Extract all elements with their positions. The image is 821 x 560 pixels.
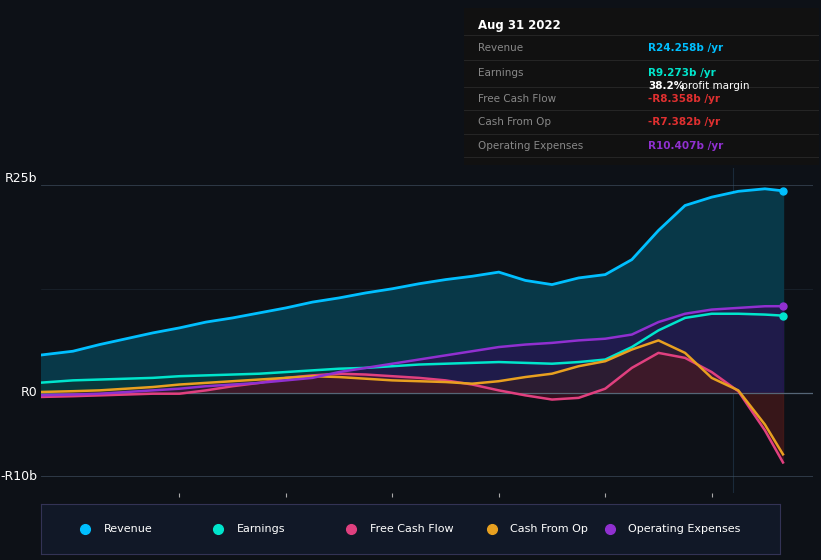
Text: Earnings: Earnings (237, 524, 286, 534)
Text: Cash From Op: Cash From Op (478, 117, 551, 127)
Text: profit margin: profit margin (678, 81, 750, 91)
Text: Aug 31 2022: Aug 31 2022 (478, 20, 561, 32)
Text: Revenue: Revenue (478, 43, 523, 53)
Text: R25b: R25b (5, 172, 37, 185)
Text: Operating Expenses: Operating Expenses (629, 524, 741, 534)
Text: 38.2%: 38.2% (649, 81, 685, 91)
Text: Revenue: Revenue (103, 524, 153, 534)
Text: -R10b: -R10b (0, 470, 37, 483)
Text: Free Cash Flow: Free Cash Flow (478, 94, 556, 104)
Text: Free Cash Flow: Free Cash Flow (370, 524, 453, 534)
Text: Earnings: Earnings (478, 68, 524, 78)
Text: R0: R0 (21, 386, 37, 399)
Text: R9.273b /yr: R9.273b /yr (649, 68, 716, 78)
Text: -R7.382b /yr: -R7.382b /yr (649, 117, 720, 127)
Text: Cash From Op: Cash From Op (511, 524, 588, 534)
Text: R10.407b /yr: R10.407b /yr (649, 141, 723, 151)
Text: Operating Expenses: Operating Expenses (478, 141, 583, 151)
Text: R24.258b /yr: R24.258b /yr (649, 43, 723, 53)
Text: -R8.358b /yr: -R8.358b /yr (649, 94, 720, 104)
